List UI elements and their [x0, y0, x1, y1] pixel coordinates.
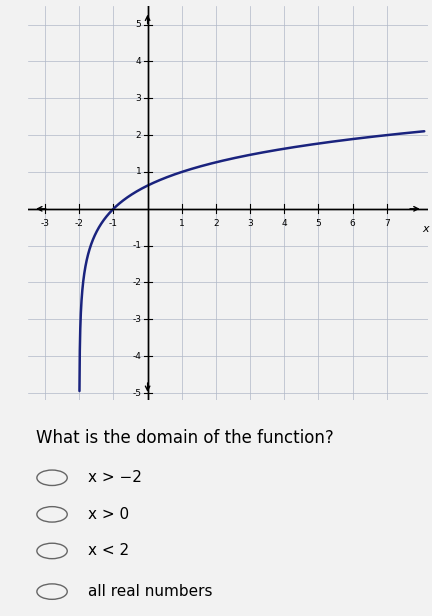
Text: 4: 4 — [136, 57, 141, 66]
Text: 3: 3 — [247, 219, 253, 228]
Text: -3: -3 — [41, 219, 50, 228]
Text: -4: -4 — [133, 352, 141, 361]
Text: all real numbers: all real numbers — [88, 584, 213, 599]
Text: 5: 5 — [136, 20, 141, 29]
Text: 5: 5 — [315, 219, 321, 228]
Text: -5: -5 — [133, 389, 141, 397]
Text: 4: 4 — [281, 219, 287, 228]
Text: -3: -3 — [133, 315, 141, 324]
Text: 6: 6 — [349, 219, 356, 228]
Text: x > 0: x > 0 — [88, 507, 129, 522]
Text: 1: 1 — [136, 168, 141, 176]
Text: x: x — [422, 224, 429, 233]
Text: 7: 7 — [384, 219, 390, 228]
Text: What is the domain of the function?: What is the domain of the function? — [36, 429, 334, 447]
Text: 2: 2 — [213, 219, 219, 228]
Text: -1: -1 — [133, 241, 141, 250]
Text: 3: 3 — [136, 94, 141, 103]
Text: -2: -2 — [133, 278, 141, 287]
Text: x > −2: x > −2 — [88, 470, 142, 485]
Text: -2: -2 — [75, 219, 84, 228]
Text: -1: -1 — [109, 219, 118, 228]
Text: 1: 1 — [179, 219, 184, 228]
Text: x < 2: x < 2 — [88, 543, 129, 559]
Text: 2: 2 — [136, 131, 141, 140]
